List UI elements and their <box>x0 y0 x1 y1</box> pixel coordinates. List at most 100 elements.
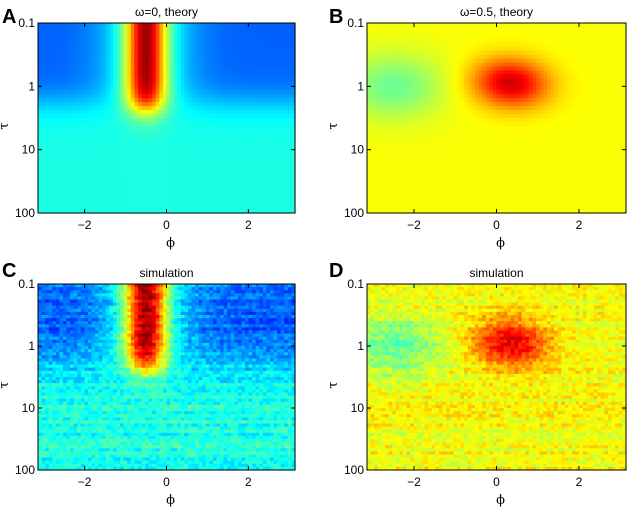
heatmap-cell <box>180 165 185 171</box>
heatmap-cell <box>521 90 526 95</box>
heatmap-cell <box>384 66 390 72</box>
heatmap-cell <box>216 137 221 143</box>
heatmap-cell <box>127 38 132 44</box>
heatmap-cell <box>95 106 100 111</box>
heatmap-cell <box>87 153 93 159</box>
heatmap-cell <box>561 62 566 68</box>
heatmap-cell <box>525 58 530 64</box>
heatmap-cell <box>597 62 602 68</box>
heatmap-cell <box>586 66 591 72</box>
heatmap-cell <box>205 106 210 111</box>
heatmap-cell <box>280 181 285 186</box>
heatmap-cell <box>80 106 85 111</box>
heatmap-cell <box>435 23 440 28</box>
heatmap-cell <box>395 34 400 40</box>
heatmap-cell <box>130 46 135 52</box>
heatmap-cell <box>55 169 61 175</box>
heatmap-cell <box>284 133 289 139</box>
heatmap-cell <box>170 173 175 178</box>
heatmap-cell <box>273 197 278 202</box>
heatmap-cell <box>291 98 296 103</box>
heatmap-cell <box>420 62 426 68</box>
heatmap-cell <box>130 141 135 147</box>
heatmap-cell <box>180 50 185 56</box>
heatmap-cell <box>287 23 293 28</box>
heatmap-cell <box>521 70 526 76</box>
heatmap-cell <box>134 145 139 151</box>
heatmap-cell <box>91 173 96 178</box>
heatmap-cell <box>492 62 498 68</box>
heatmap-cell <box>166 145 171 151</box>
heatmap-cell <box>539 94 544 99</box>
heatmap-cell <box>170 62 175 68</box>
heatmap-cell <box>98 34 103 40</box>
heatmap-cell <box>123 181 128 186</box>
heatmap-cell <box>166 121 171 127</box>
heatmap-cell <box>266 54 271 60</box>
heatmap-cell <box>73 165 78 171</box>
heatmap-cell <box>177 26 182 32</box>
heatmap-cell <box>449 82 454 87</box>
heatmap-cell <box>284 78 289 83</box>
heatmap-cell <box>252 165 257 171</box>
heatmap-cell <box>266 189 271 194</box>
heatmap-cell <box>478 30 483 36</box>
heatmap-cell <box>525 78 530 83</box>
heatmap-cell <box>191 193 196 198</box>
heatmap-cell <box>568 90 573 95</box>
heatmap-cell <box>600 86 606 91</box>
heatmap-cell <box>370 86 375 91</box>
heatmap-cell <box>435 78 440 83</box>
heatmap-cell <box>52 165 57 171</box>
heatmap-cell <box>184 90 189 95</box>
heatmap-cell <box>177 50 182 56</box>
heatmap-cell <box>77 157 82 163</box>
heatmap-cell <box>611 98 616 103</box>
heatmap-cell <box>202 165 207 171</box>
heatmap-cell <box>503 26 508 32</box>
heatmap-cell <box>87 189 93 194</box>
heatmap-cell <box>212 66 218 72</box>
heatmap-cell <box>367 46 372 52</box>
heatmap-cell <box>280 78 285 83</box>
heatmap-cell <box>399 34 404 40</box>
heatmap-cell <box>453 50 458 56</box>
heatmap-cell <box>173 201 178 206</box>
heatmap-cell <box>91 98 96 103</box>
heatmap-cell <box>456 50 462 56</box>
heatmap-cell <box>155 82 160 87</box>
heatmap-cell <box>262 137 268 143</box>
heatmap-cell <box>48 46 53 52</box>
heatmap-cell <box>87 38 93 44</box>
heatmap-cell <box>489 70 494 76</box>
heatmap-cell <box>141 137 146 143</box>
heatmap-cell <box>70 161 75 167</box>
heatmap-cell <box>187 121 193 127</box>
heatmap-cell <box>130 181 135 186</box>
heatmap-cell <box>370 34 375 40</box>
heatmap-cell <box>216 23 221 28</box>
heatmap-cell <box>438 66 444 72</box>
heatmap-cell <box>202 209 207 214</box>
heatmap-cell <box>212 141 218 147</box>
heatmap-cell <box>173 193 178 198</box>
heatmap-cell <box>73 145 78 151</box>
heatmap-cell <box>456 42 462 48</box>
heatmap-cell <box>399 66 404 72</box>
heatmap-cell <box>270 133 275 139</box>
heatmap-cell <box>159 74 164 80</box>
heatmap-cell <box>66 157 71 163</box>
heatmap-cell <box>202 141 207 147</box>
heatmap-cell <box>127 125 132 131</box>
heatmap-cell <box>593 98 598 103</box>
heatmap-cell <box>248 26 253 32</box>
heatmap-cell <box>145 82 150 87</box>
heatmap-cell <box>134 157 139 163</box>
heatmap-cell <box>191 197 196 202</box>
heatmap-cell <box>134 185 139 190</box>
heatmap-cell <box>367 34 372 40</box>
heatmap-cell <box>546 74 552 80</box>
heatmap-cell <box>449 30 454 36</box>
heatmap-cell <box>453 23 458 28</box>
heatmap-cell <box>539 74 544 80</box>
